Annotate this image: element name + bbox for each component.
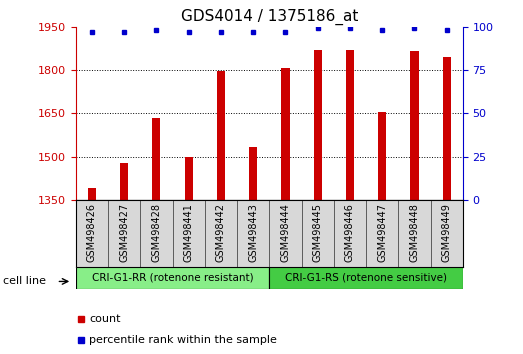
Bar	[185, 156, 193, 200]
Bar	[281, 68, 290, 200]
Bar	[88, 188, 96, 200]
Text: GSM498426: GSM498426	[87, 203, 97, 262]
Text: GSM498447: GSM498447	[377, 203, 387, 262]
Text: GSM498446: GSM498446	[345, 203, 355, 262]
Text: GSM498448: GSM498448	[410, 203, 419, 262]
Text: GSM498444: GSM498444	[280, 203, 290, 262]
Bar	[217, 72, 225, 200]
Bar	[442, 57, 451, 200]
Bar	[411, 51, 418, 200]
Text: GSM498449: GSM498449	[442, 203, 452, 262]
Text: GSM498428: GSM498428	[152, 203, 162, 262]
Text: GSM498443: GSM498443	[248, 203, 258, 262]
Bar	[120, 163, 128, 200]
Text: CRI-G1-RR (rotenone resistant): CRI-G1-RR (rotenone resistant)	[92, 273, 254, 282]
Text: percentile rank within the sample: percentile rank within the sample	[89, 335, 277, 345]
Text: CRI-G1-RS (rotenone sensitive): CRI-G1-RS (rotenone sensitive)	[285, 273, 447, 282]
Text: GSM498442: GSM498442	[216, 203, 226, 262]
Text: GSM498445: GSM498445	[313, 203, 323, 262]
Text: GSM498427: GSM498427	[119, 203, 129, 263]
Bar	[249, 147, 257, 200]
Bar	[346, 50, 354, 200]
Title: GDS4014 / 1375186_at: GDS4014 / 1375186_at	[180, 9, 358, 25]
Bar	[76, 267, 269, 289]
Text: count: count	[89, 314, 120, 324]
Bar	[378, 112, 386, 200]
Text: cell line: cell line	[3, 276, 46, 286]
Bar	[314, 50, 322, 200]
Bar	[269, 267, 463, 289]
Text: GSM498441: GSM498441	[184, 203, 194, 262]
Bar	[152, 118, 161, 200]
